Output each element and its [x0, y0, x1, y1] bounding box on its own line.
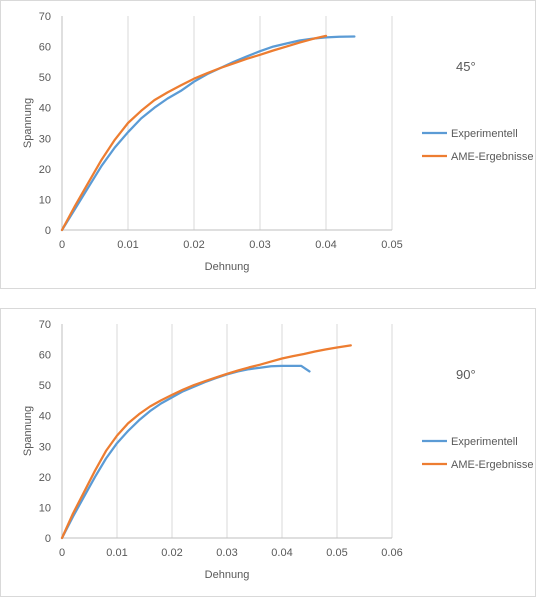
x-tick-label: 0.02: [161, 547, 182, 559]
x-axis-title: Dehnung: [205, 261, 250, 273]
x-tick-label: 0: [59, 547, 65, 559]
legend-label: AME-Ergebnisse: [451, 459, 534, 471]
series-line-experimentell: [60, 35, 356, 232]
x-tick-label: 0.02: [183, 239, 204, 251]
y-tick-label: 40: [39, 103, 51, 115]
y-tick-label: 0: [45, 533, 51, 545]
y-tick-label: 30: [39, 133, 51, 145]
y-tick-label: 10: [39, 194, 51, 206]
x-tick-label: 0: [59, 239, 65, 251]
y-tick-label: 20: [39, 164, 51, 176]
x-tick-label: 0.05: [326, 547, 347, 559]
x-tick-label: 0.03: [249, 239, 270, 251]
y-axis-title: Spannung: [22, 406, 34, 456]
y-tick-label: 20: [39, 472, 51, 484]
chart-title: 90°: [456, 367, 476, 382]
x-tick-label: 0.04: [271, 547, 292, 559]
y-tick-label: 60: [39, 350, 51, 362]
y-tick-label: 50: [39, 380, 51, 392]
x-tick-label: 0.04: [315, 239, 336, 251]
y-axis-title: Spannung: [22, 98, 34, 148]
chart-panel-45: 0 0.01 0.02 0.03 0.04 0.05 0 10 20 30 40 50 60 70 Dehn…: [0, 0, 536, 289]
y-tick-label: 50: [39, 72, 51, 84]
y-tick-label: 70: [39, 11, 51, 23]
series-line-ame-ergebnisse: [60, 344, 352, 540]
chart-svg: 0 0.01 0.02 0.03 0.04 0.05 0.06 0 10 20 30 40 50 60 70…: [22, 319, 534, 581]
x-tick-label: 0.06: [381, 547, 402, 559]
series-line-experimentell: [60, 364, 311, 540]
x-tick-label: 0.01: [117, 239, 138, 251]
chart-svg: 0 0.01 0.02 0.03 0.04 0.05 0 10 20 30 40 50 60 70 Dehn…: [22, 11, 534, 273]
y-tick-label: 40: [39, 411, 51, 423]
x-axis-title: Dehnung: [205, 569, 250, 581]
y-tick-label: 10: [39, 502, 51, 514]
y-tick-label: 70: [39, 319, 51, 331]
y-tick-label: 0: [45, 225, 51, 237]
legend-label: AME-Ergebnisse: [451, 151, 534, 163]
chart-title: 45°: [456, 59, 476, 74]
series-line-ame-ergebnisse: [60, 34, 328, 232]
x-tick-label: 0.03: [216, 547, 237, 559]
legend-label: Experimentell: [451, 436, 518, 448]
y-tick-label: 30: [39, 441, 51, 453]
x-tick-label: 0.01: [106, 547, 127, 559]
x-tick-label: 0.05: [381, 239, 402, 251]
y-tick-label: 60: [39, 42, 51, 54]
chart-panel-90: 0 0.01 0.02 0.03 0.04 0.05 0.06 0 10 20 30 40 50 60 70…: [0, 308, 536, 597]
legend-label: Experimentell: [451, 128, 518, 140]
